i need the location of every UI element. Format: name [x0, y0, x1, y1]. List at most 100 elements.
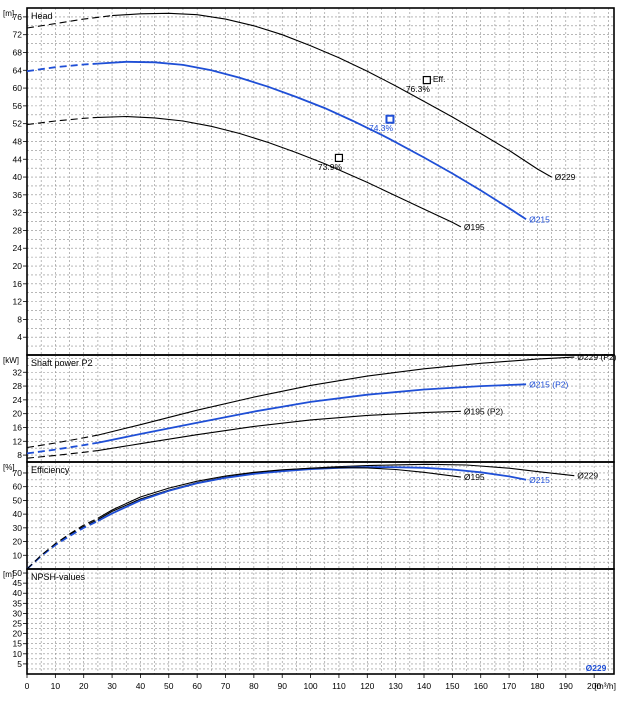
series-end-label: Ø215 — [529, 214, 550, 224]
x-tick-label: 180 — [530, 681, 544, 691]
y-unit-label: [m] — [3, 570, 14, 579]
y-tick-label: 16 — [13, 422, 23, 432]
series-line — [97, 356, 575, 436]
efficiency-label: 76.3% — [406, 84, 431, 94]
x-tick-label: 110 — [332, 681, 346, 691]
y-tick-label: 28 — [13, 381, 23, 391]
x-tick-label: 70 — [221, 681, 231, 691]
x-tick-label: 150 — [445, 681, 459, 691]
y-tick-label: 32 — [13, 208, 23, 218]
panel-frame — [26, 568, 615, 675]
series-end-label: Ø195 (P2) — [464, 406, 503, 416]
duty-point-marker: 74.3% — [369, 114, 395, 133]
x-tick-label: 190 — [559, 681, 573, 691]
panel-title: Shaft power P2 — [31, 358, 93, 368]
series-line-dashed — [26, 441, 99, 455]
series-line — [97, 60, 527, 221]
duty-point-marker: 73.9% — [318, 153, 344, 172]
y-tick-label: 15 — [13, 639, 23, 649]
panel-frame — [26, 7, 615, 356]
y-tick-label: 70 — [13, 468, 23, 478]
x-tick-label: 120 — [360, 681, 374, 691]
x-tick-label: 140 — [417, 681, 431, 691]
y-tick-label: 16 — [13, 279, 23, 289]
y-tick-label: 35 — [13, 598, 23, 608]
series-Ø195: Ø195 — [26, 467, 485, 570]
panel-title: Efficiency — [31, 465, 70, 475]
series-line — [97, 115, 462, 228]
x-tick-label: 60 — [192, 681, 202, 691]
y-tick-label: 72 — [13, 30, 23, 40]
series-line-dashed — [26, 434, 99, 449]
panel-frame — [26, 354, 615, 463]
series-Ø215 (P2): Ø215 (P2) — [26, 379, 568, 455]
series-Ø195 (P2): Ø195 (P2) — [26, 406, 503, 459]
panel-title: NPSH-values — [31, 572, 86, 582]
series-line-dashed — [26, 520, 99, 570]
x-axis-label: [m³/h] — [594, 681, 616, 691]
series-end-label: Ø215 — [529, 475, 550, 485]
series-end-label: Ø229 — [555, 172, 576, 182]
y-tick-label: 64 — [13, 65, 23, 75]
y-unit-label: [%] — [3, 463, 15, 472]
x-tick-label: 200 — [587, 681, 601, 691]
series-line — [97, 410, 461, 452]
duty-point-marker: 76.3%Eff. — [406, 74, 446, 94]
series-end-label: Ø195 — [464, 222, 485, 232]
y-tick-label: 8 — [17, 450, 22, 460]
series-line-dashed — [26, 15, 113, 29]
y-unit-label: [m] — [3, 9, 14, 18]
y-tick-label: 45 — [13, 578, 23, 588]
y-tick-label: 68 — [13, 47, 23, 57]
y-tick-label: 4 — [17, 332, 22, 342]
x-tick-label: 90 — [277, 681, 287, 691]
y-tick-label: 30 — [13, 523, 23, 533]
series-Ø215: Ø215 — [26, 466, 550, 570]
duty-point-square — [385, 114, 395, 124]
y-tick-label: 24 — [13, 395, 23, 405]
y-tick-label: 40 — [13, 509, 23, 519]
y-tick-label: 20 — [13, 537, 23, 547]
y-tick-label: 20 — [13, 409, 23, 419]
y-tick-label: 20 — [13, 629, 23, 639]
series-line-dashed — [26, 116, 98, 126]
x-tick-label: 30 — [107, 681, 117, 691]
y-tick-label: 50 — [13, 495, 23, 505]
y-tick-label: 60 — [13, 83, 23, 93]
y-tick-label: 36 — [13, 190, 23, 200]
series-line-dashed — [26, 62, 98, 73]
x-tick-label: 20 — [79, 681, 89, 691]
series-end-label: Ø215 (P2) — [529, 379, 568, 389]
x-tick-label: 100 — [303, 681, 317, 691]
y-tick-label: 48 — [13, 136, 23, 146]
x-axis: 0 10 20 30 40 50 60 70 80 90 100 110 120 130 140 150 160… — [25, 674, 616, 691]
series-end-label: Ø229 — [577, 471, 598, 481]
x-tick-label: 10 — [51, 681, 61, 691]
y-tick-label: 5 — [17, 659, 22, 669]
series-Ø229 (P2): Ø229 (P2) — [26, 352, 617, 449]
duty-point-square — [422, 75, 431, 85]
y-tick-label: 25 — [13, 619, 23, 629]
series-line-dashed — [26, 450, 98, 459]
y-tick-label: 28 — [13, 225, 23, 235]
series-end-label: Ø195 — [464, 472, 485, 482]
y-tick-label: 12 — [13, 297, 23, 307]
series-end-label: Ø229 (P2) — [577, 352, 616, 362]
series-line-dashed — [26, 519, 99, 570]
y-tick-label: 56 — [13, 101, 23, 111]
y-tick-label: 10 — [13, 649, 23, 659]
panel-shaft_power: 8 12 16 20 24 28 32 [kW] Shaft power P2 Ø229 (P2)… — [3, 352, 617, 463]
series-line — [112, 12, 552, 178]
panel-title: Head — [31, 11, 53, 21]
y-tick-label: 60 — [13, 482, 23, 492]
x-tick-label: 0 — [25, 681, 30, 691]
y-tick-label: 8 — [17, 314, 22, 324]
series-Ø229: Ø229 — [26, 12, 576, 182]
panel-efficiency: 10 20 30 40 50 60 70[%] Efficiency Ø229 Ø215 Ø195 — [3, 461, 615, 570]
series-line — [97, 383, 527, 444]
eff-label: Eff. — [433, 74, 446, 84]
